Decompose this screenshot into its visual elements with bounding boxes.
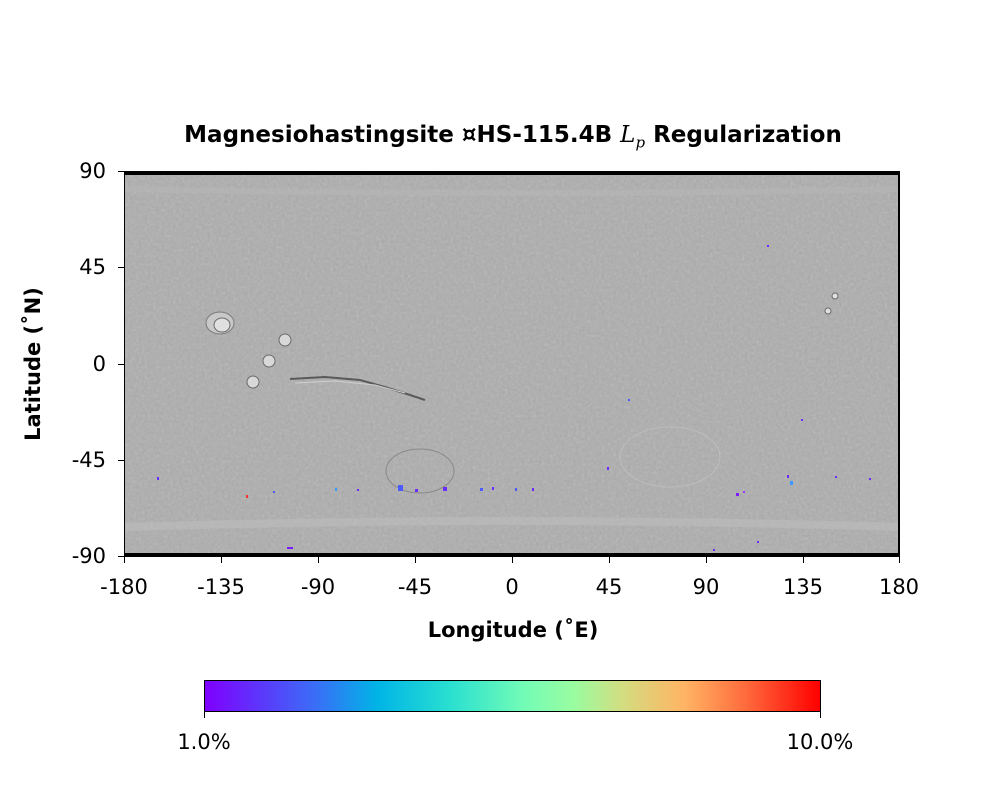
ytick-mark--90 [118,556,124,557]
ytick-mark-45 [118,267,124,268]
ytick-label: 90 [79,159,106,183]
xtick-label: -180 [100,575,148,599]
xtick-mark [318,557,319,563]
map-plot-area [124,171,900,557]
y-axis-label: Latitude (˚N) [21,287,45,441]
colorbar-tick-min [204,712,205,718]
xtick-label: 45 [595,575,623,599]
xtick-mark [221,557,222,563]
colorbar-min-label: 1.0% [177,730,231,754]
colorbar-max-label: 10.0% [786,730,854,754]
xtick-mark [899,557,900,563]
colorbar [204,680,821,712]
relief-features [125,186,898,531]
ytick-label: 0 [92,352,106,376]
map-title: Magnesiohastingsite ¤HS-115.4B Lp Regula… [184,122,842,152]
ytick-mark-0 [118,364,124,365]
xtick-mark [706,557,707,563]
xtick-label: 135 [782,575,824,599]
colorbar-tick-max [820,712,821,718]
xtick-label: -135 [197,575,245,599]
xtick-label: -90 [300,575,336,599]
x-axis-label: Longitude (˚E) [427,618,599,642]
xtick-mark [512,557,513,563]
xtick-mark [803,557,804,563]
xtick-label: -45 [397,575,433,599]
xtick-mark [609,557,610,563]
ytick-label: -45 [71,448,106,472]
xtick-mark [124,557,125,563]
ytick-mark--45 [118,460,124,461]
xtick-label: 0 [505,575,519,599]
xtick-label: 90 [692,575,720,599]
xtick-label: 180 [878,575,920,599]
xtick-mark [415,557,416,563]
ytick-label: -90 [71,544,106,568]
ytick-mark-90 [118,171,124,172]
abundance-points [157,245,871,551]
relief-basemap [125,175,898,553]
ytick-label: 45 [79,255,106,279]
